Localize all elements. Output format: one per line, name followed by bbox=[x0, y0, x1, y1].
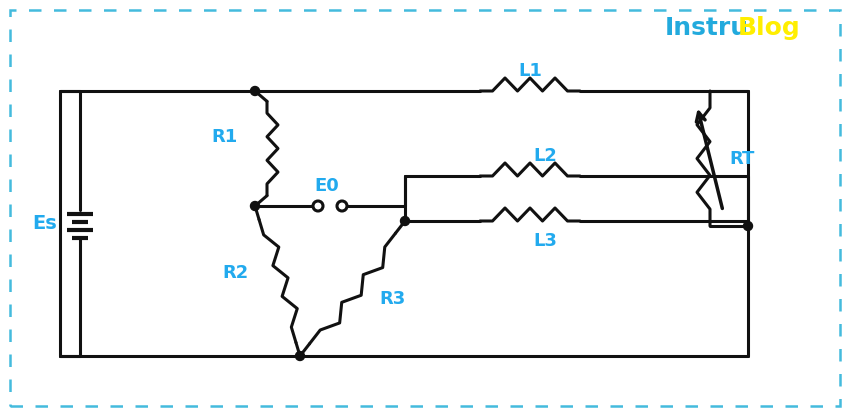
Circle shape bbox=[313, 201, 323, 211]
Text: R2: R2 bbox=[223, 264, 248, 282]
Text: L3: L3 bbox=[533, 232, 557, 250]
Text: R1: R1 bbox=[212, 127, 238, 146]
Text: L2: L2 bbox=[533, 147, 557, 165]
Circle shape bbox=[337, 201, 347, 211]
Text: Instru: Instru bbox=[665, 16, 749, 40]
Text: L1: L1 bbox=[518, 62, 542, 80]
Text: E0: E0 bbox=[314, 177, 339, 195]
Text: R3: R3 bbox=[379, 290, 405, 307]
Text: Blog: Blog bbox=[738, 16, 801, 40]
Circle shape bbox=[296, 352, 304, 361]
Circle shape bbox=[251, 201, 259, 210]
Text: RT: RT bbox=[729, 149, 755, 168]
Text: Es: Es bbox=[32, 214, 57, 233]
Circle shape bbox=[744, 221, 752, 230]
Circle shape bbox=[400, 216, 410, 225]
Circle shape bbox=[251, 87, 259, 96]
